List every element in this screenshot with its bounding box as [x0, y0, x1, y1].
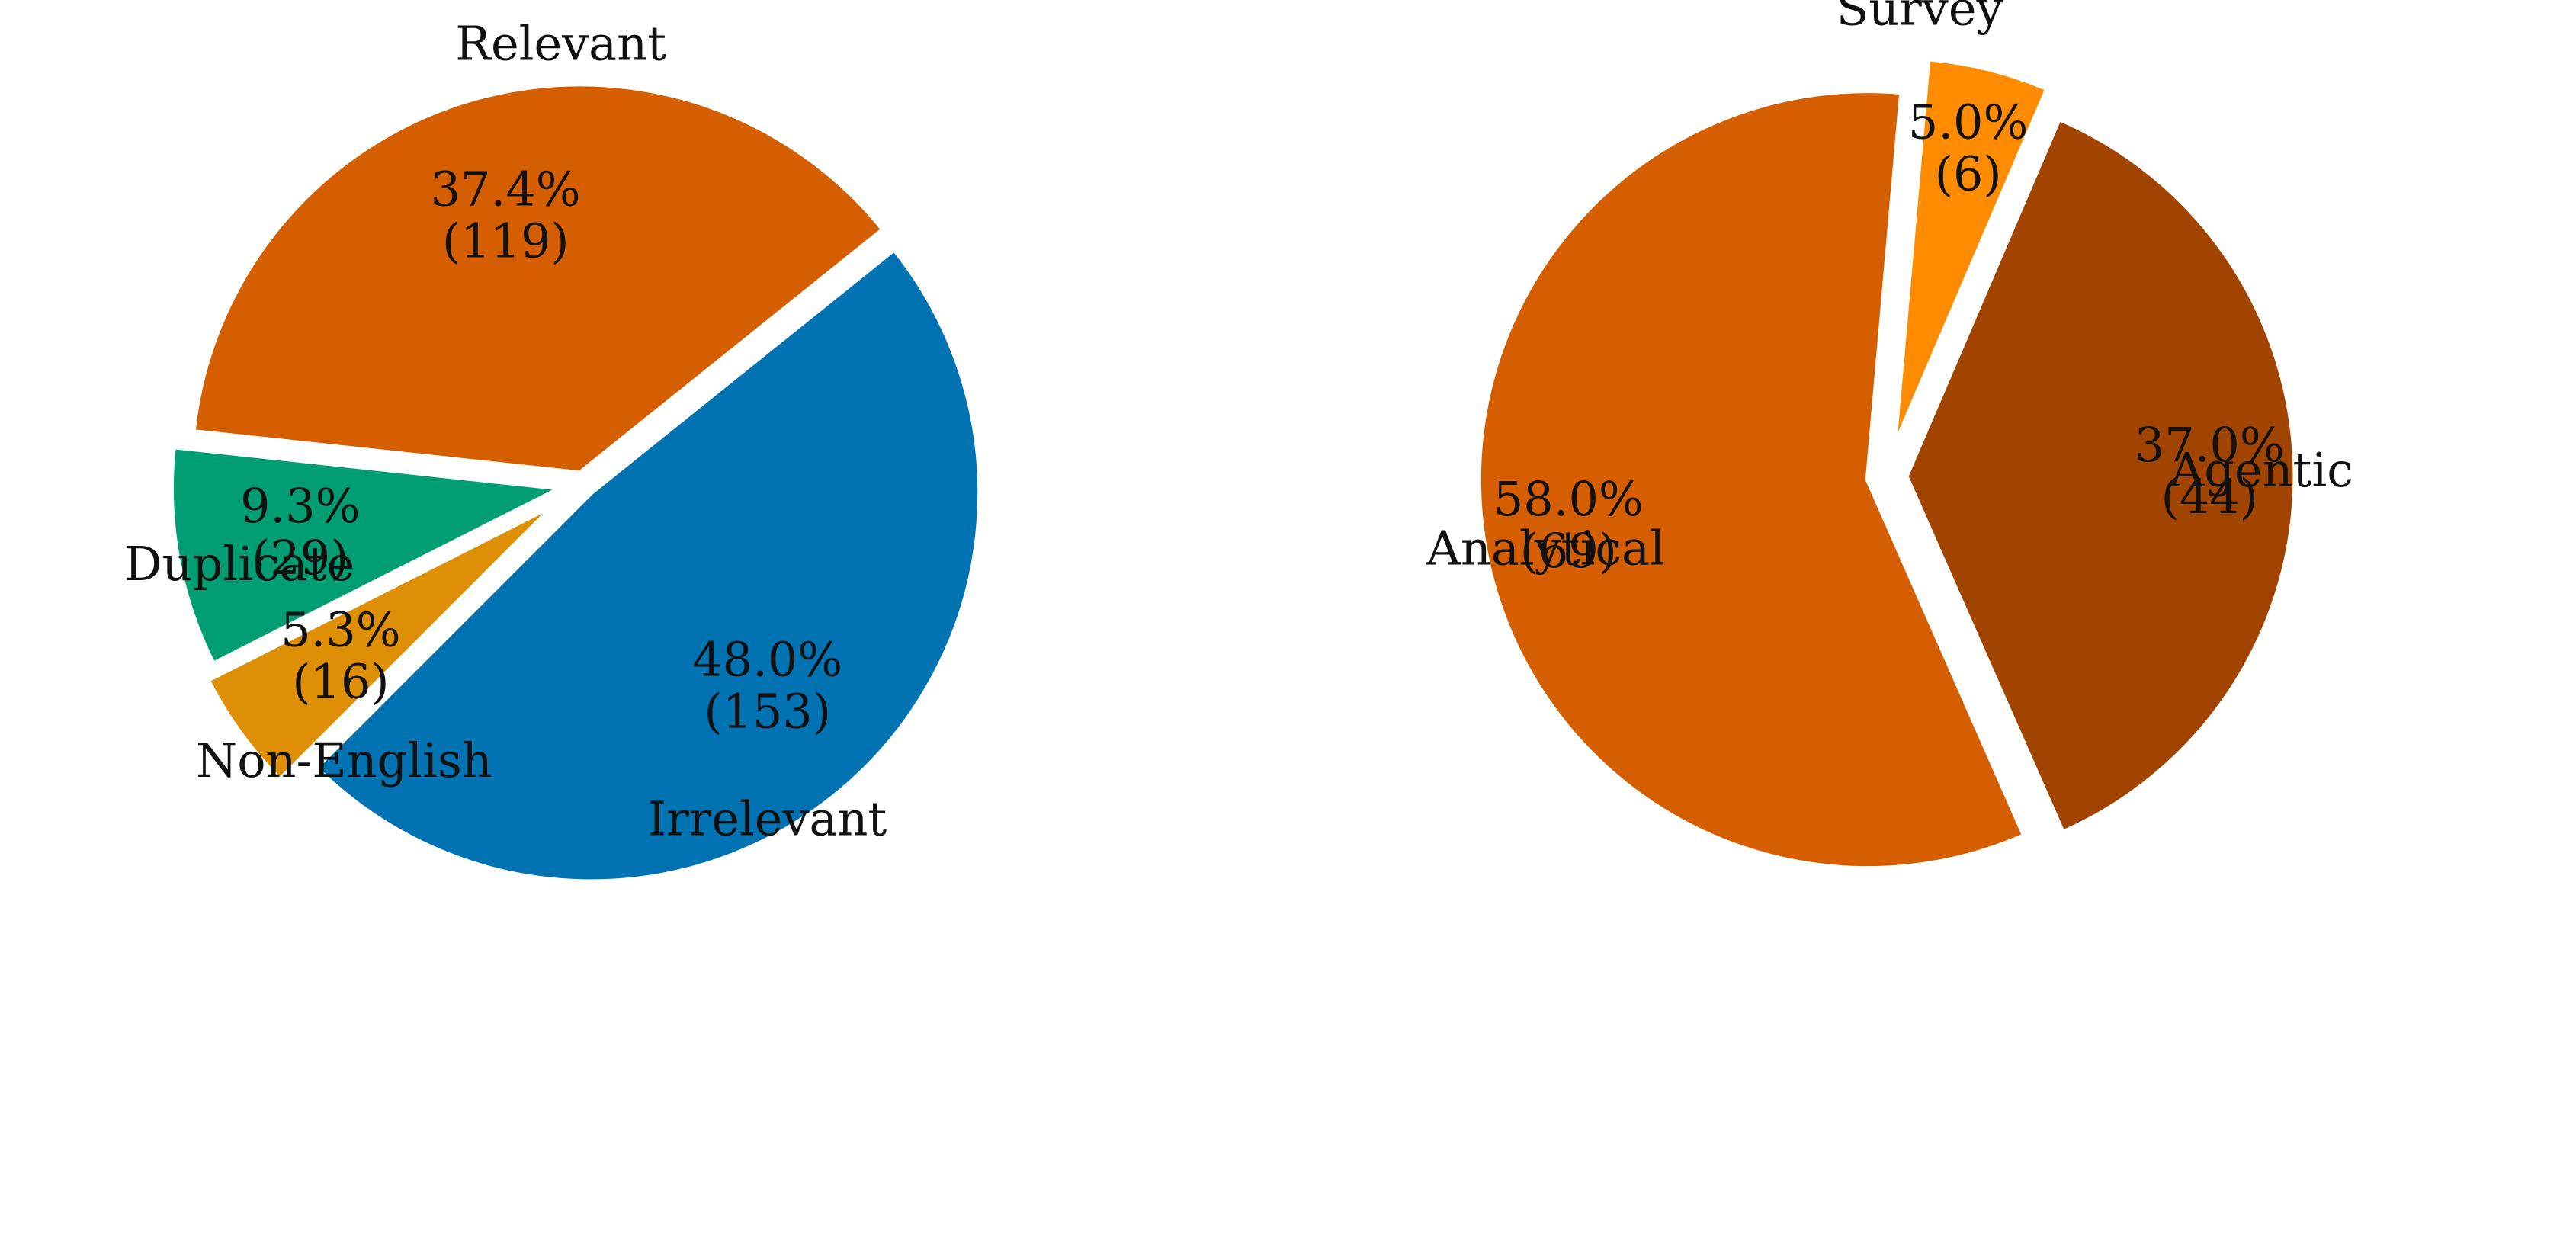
pie-slice-non-english	[204, 502, 557, 783]
slice-percent-non-english: 5.3%	[281, 601, 401, 657]
slice-label-survey: Survey	[1837, 0, 2003, 37]
slice-count-relevant: (119)	[442, 213, 569, 269]
pie-slice-analytical	[1476, 88, 2028, 871]
slice-percent-survey: 5.0%	[1908, 95, 2029, 150]
slice-label-agentic: Agentic	[2169, 442, 2353, 498]
pie-slice-agentic	[1904, 115, 2298, 836]
slice-label-relevant: Relevant	[455, 15, 666, 71]
slice-percent-irrelevant: 48.0%	[692, 632, 842, 688]
slice-percent-analytical: 58.0%	[1493, 471, 1644, 527]
pie-chart-paper-relevance: Irrelevant 48.0%(153) Relevant 37.4%(119) Du…	[124, 15, 983, 884]
slice-count-duplicate: (29)	[252, 530, 348, 585]
slice-label-duplicate: Duplicate	[124, 536, 354, 592]
pie-slice-survey	[1891, 56, 2051, 447]
pie-slice-irrelevant	[313, 245, 983, 884]
slice-count-irrelevant: (153)	[704, 684, 831, 739]
slice-percent-relevant: 37.4%	[431, 162, 581, 217]
slice-label-analytical: Analytical	[1426, 521, 1665, 576]
slice-percent-duplicate: 9.3%	[240, 478, 361, 534]
slice-label-irrelevant: Irrelevant	[647, 791, 887, 846]
slice-count-analytical: (69)	[1520, 523, 1617, 579]
slice-count-survey: (6)	[1935, 146, 2002, 202]
slice-percent-agentic: 37.0%	[2135, 417, 2285, 473]
pie-slice-relevant	[191, 82, 887, 476]
pie-slice-duplicate	[168, 444, 569, 667]
slice-count-agentic: (44)	[2161, 469, 2258, 524]
slice-label-non-english: Non-English	[196, 733, 492, 788]
slice-count-non-english: (16)	[292, 653, 389, 709]
